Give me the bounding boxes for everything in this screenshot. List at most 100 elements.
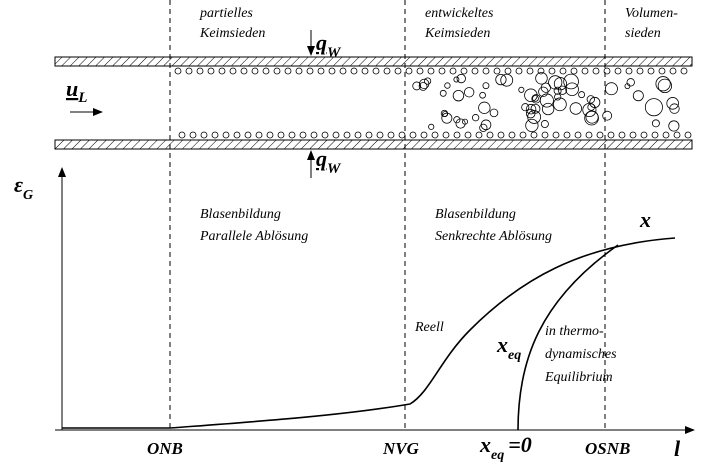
bubble	[519, 87, 524, 92]
bubble	[384, 68, 390, 74]
bubble	[442, 113, 452, 123]
text: partielles	[199, 6, 253, 21]
bubble	[476, 132, 482, 138]
bubble	[445, 83, 450, 88]
bubble	[615, 68, 621, 74]
bubble	[256, 132, 262, 138]
zone-label: partielles Keimsieden	[199, 6, 265, 41]
bubble	[399, 132, 405, 138]
diagram: partielles Keimsieden entwickeltes Keimsie…	[0, 0, 704, 466]
text: W	[327, 45, 342, 61]
bubble	[461, 68, 467, 74]
text: W	[327, 161, 342, 177]
bubble	[490, 109, 498, 117]
bubble	[190, 132, 196, 138]
bubble	[533, 96, 539, 102]
bubble	[669, 121, 679, 131]
bubble	[212, 132, 218, 138]
x-label: NVG	[382, 439, 420, 458]
zone-label: Volumen-sieden	[625, 6, 678, 41]
text: sieden	[625, 26, 661, 41]
x-label: l	[674, 436, 681, 461]
bubble	[645, 99, 662, 116]
text: Senkrechte Ablösung	[435, 229, 552, 244]
text: Equilibrium	[544, 370, 613, 385]
bubble	[560, 68, 566, 74]
bubble	[366, 132, 372, 138]
bubble	[179, 132, 185, 138]
bubble	[498, 132, 504, 138]
text: q	[316, 146, 327, 171]
bubble	[443, 132, 449, 138]
bubble	[252, 68, 258, 74]
bubble	[542, 103, 554, 115]
bubble	[318, 68, 324, 74]
bubble	[440, 90, 446, 96]
bubble	[575, 132, 581, 138]
bubble	[605, 83, 617, 95]
bubble	[450, 68, 456, 74]
bubble	[630, 132, 636, 138]
text: Keimsieden	[424, 26, 490, 41]
bubble	[219, 68, 225, 74]
bubble	[494, 68, 500, 74]
bubble	[208, 68, 214, 74]
bubble	[670, 68, 676, 74]
bubble	[531, 132, 537, 138]
bubble	[472, 114, 479, 121]
bubble	[311, 132, 317, 138]
flux-label: qW	[316, 30, 342, 61]
region-label: Blasenbildung Senkrechte Ablösung	[435, 207, 552, 244]
bubble	[604, 68, 610, 74]
bubble	[522, 104, 529, 111]
text: =0	[508, 432, 532, 457]
bubble	[465, 132, 471, 138]
text: entwickeltes	[425, 6, 494, 21]
y-axis-label: εG	[14, 172, 33, 203]
bubble	[597, 132, 603, 138]
bubble	[667, 97, 679, 109]
bubble	[626, 68, 632, 74]
bubble	[541, 120, 548, 127]
bubble	[464, 87, 474, 97]
bubble	[586, 132, 592, 138]
bubble	[245, 132, 251, 138]
bubble	[428, 68, 434, 74]
bubble	[663, 132, 669, 138]
bubble	[377, 132, 383, 138]
zone-label: entwickeltes Keimsieden	[424, 6, 494, 41]
bubble	[516, 68, 522, 74]
text: Blasenbildung	[435, 207, 516, 222]
text: Blasenbildung	[200, 207, 281, 222]
bubble	[659, 68, 665, 74]
bubble	[362, 68, 368, 74]
bubble	[429, 124, 434, 129]
curve-label: Reell	[414, 320, 444, 335]
bubble	[300, 132, 306, 138]
bubble	[373, 68, 379, 74]
region-label: BlasenbildungParallele Ablösung	[199, 207, 308, 244]
bubble	[652, 132, 658, 138]
bubble	[406, 68, 412, 74]
bubble	[641, 132, 647, 138]
text: ε	[14, 172, 23, 197]
bubble	[296, 68, 302, 74]
bubble	[656, 77, 670, 91]
bubble	[439, 68, 445, 74]
x-label: ONB	[147, 439, 183, 458]
bubble	[285, 68, 291, 74]
text: Keimsieden	[199, 26, 265, 41]
bubble	[553, 98, 566, 111]
bubble	[579, 92, 585, 98]
bubble	[289, 132, 295, 138]
curve-label: x	[639, 207, 651, 232]
bubble	[509, 132, 515, 138]
bubble	[540, 94, 553, 107]
text: q	[316, 30, 327, 55]
bubble	[388, 132, 394, 138]
bubble	[553, 132, 559, 138]
bubble	[454, 117, 460, 123]
bubble	[637, 68, 643, 74]
bubble	[329, 68, 335, 74]
bubble	[340, 68, 346, 74]
